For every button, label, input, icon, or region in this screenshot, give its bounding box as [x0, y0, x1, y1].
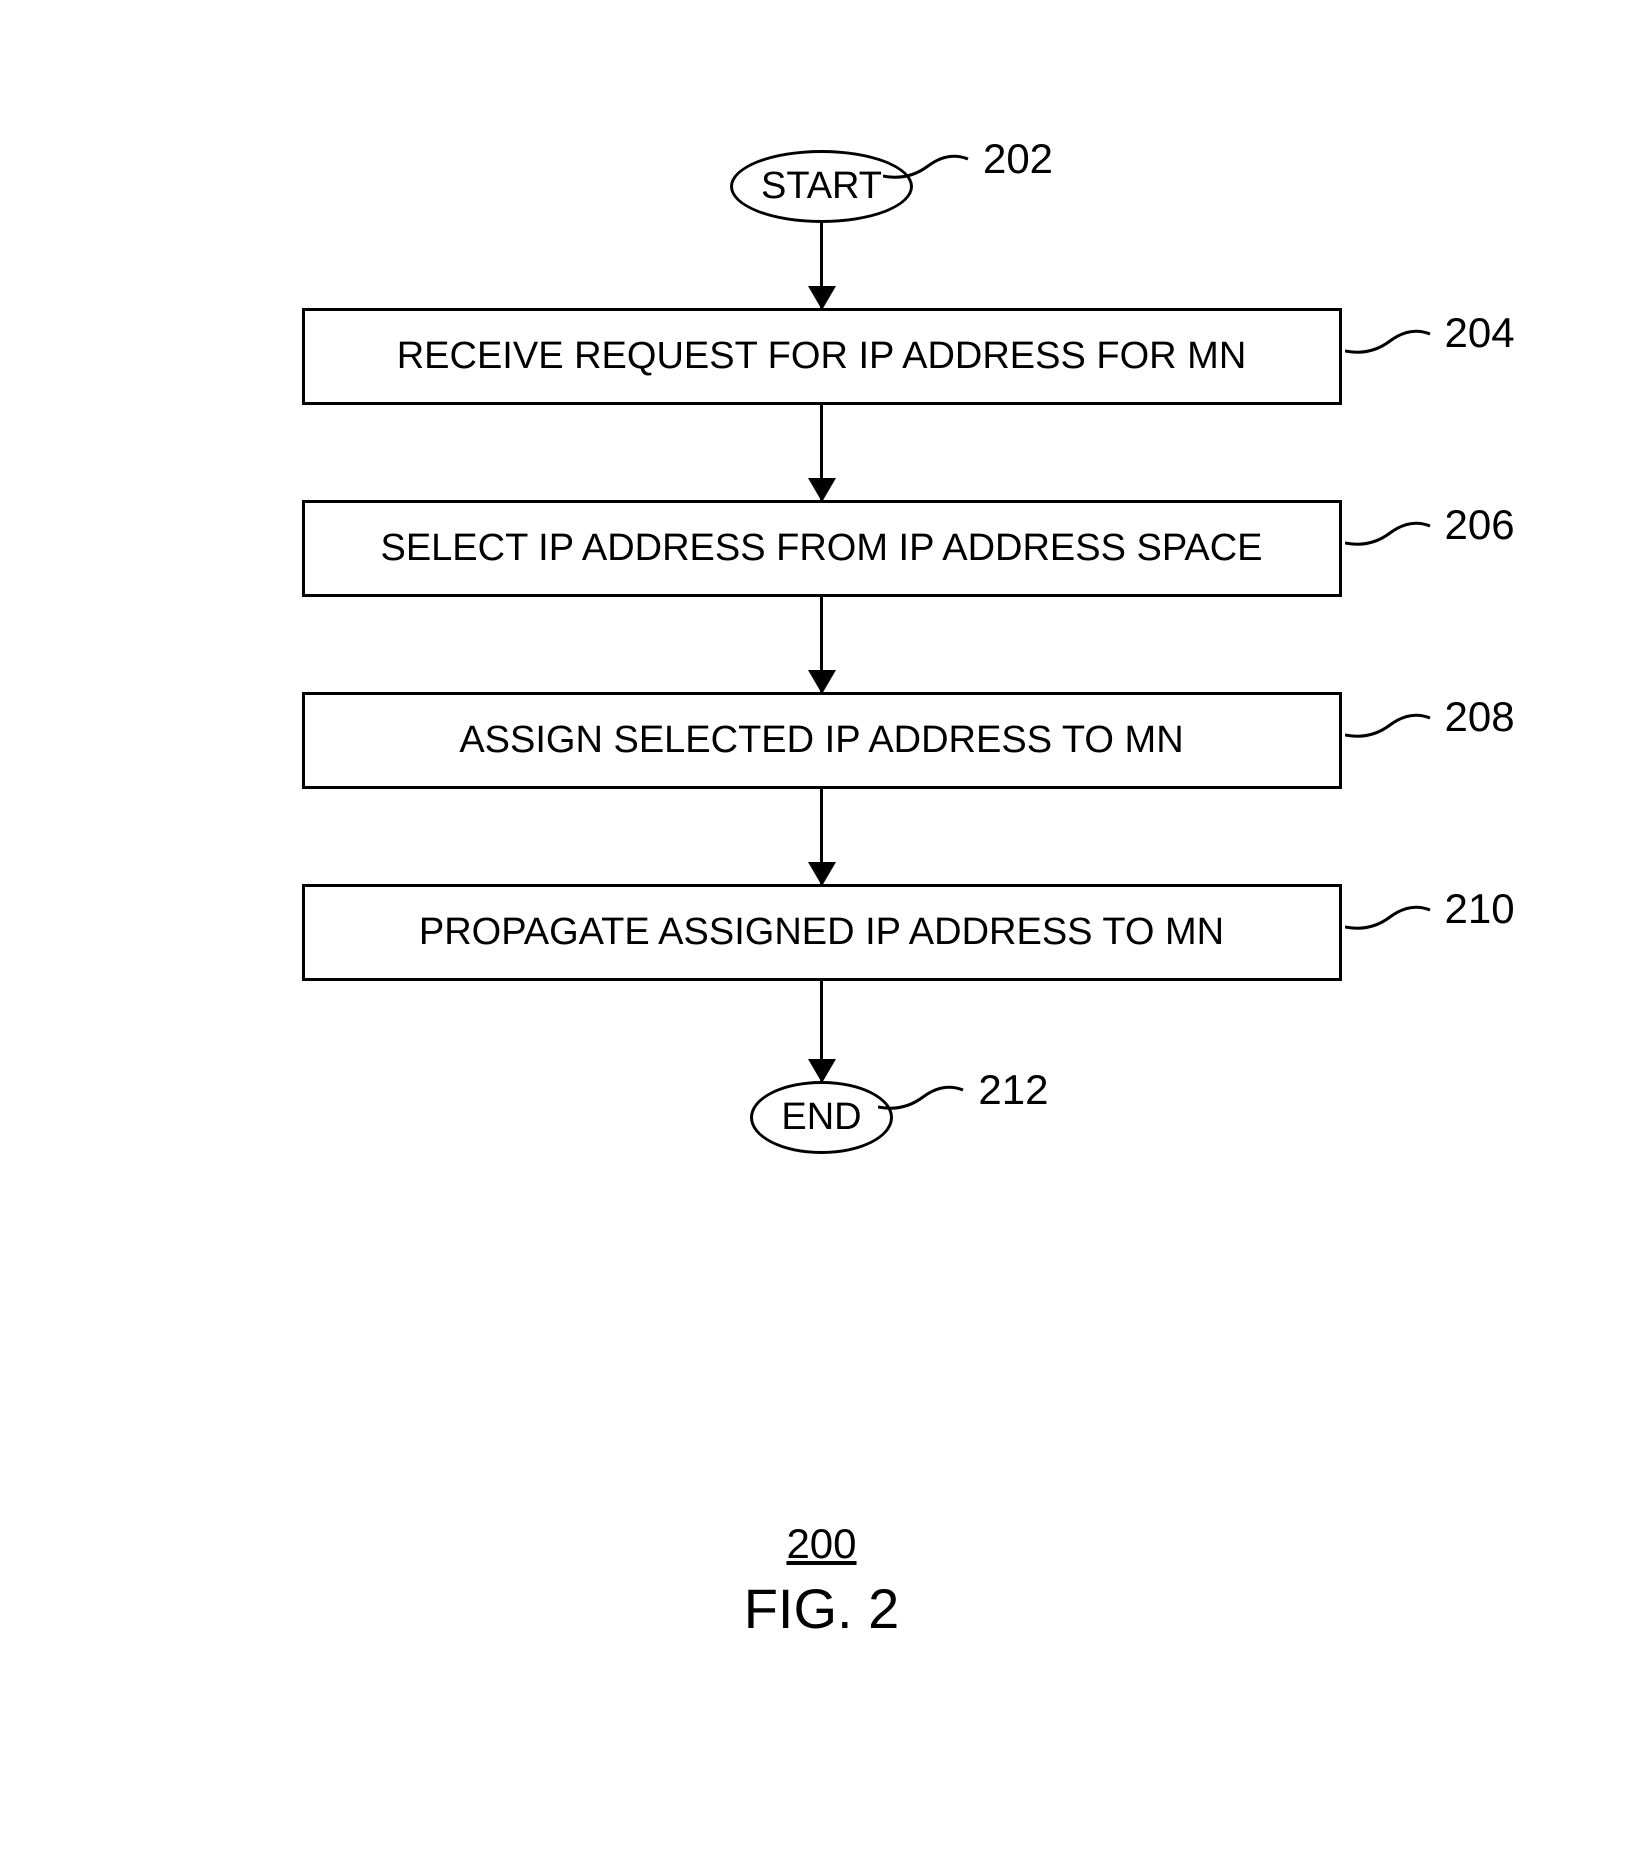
- ref-connector-206: [1345, 508, 1435, 558]
- ref-connector-204: [1345, 316, 1435, 366]
- ref-label-206: 206: [1445, 501, 1515, 549]
- ref-label-204: 204: [1445, 309, 1515, 357]
- arrow-5: [820, 981, 823, 1081]
- start-label: START: [761, 165, 882, 207]
- assign-label: ASSIGN SELECTED IP ADDRESS TO MN: [459, 719, 1183, 761]
- arrow-1: [820, 223, 823, 308]
- propagate-process: PROPAGATE ASSIGNED IP ADDRESS TO MN 210: [302, 884, 1342, 981]
- select-process: SELECT IP ADDRESS FROM IP ADDRESS SPACE …: [302, 500, 1342, 597]
- arrow-3: [820, 597, 823, 692]
- start-terminator: START 202: [730, 150, 913, 223]
- flowchart-container: START 202 RECEIVE REQUEST FOR IP ADDRESS…: [302, 150, 1342, 1154]
- end-label: END: [781, 1096, 861, 1138]
- end-terminator: END 212: [750, 1081, 892, 1154]
- ref-connector-202: [883, 141, 973, 191]
- figure-caption: FIG. 2: [744, 1577, 900, 1640]
- ref-label-208: 208: [1445, 693, 1515, 741]
- figure-id: 200: [744, 1520, 900, 1568]
- arrow-4: [820, 789, 823, 884]
- ref-label-210: 210: [1445, 885, 1515, 933]
- ref-connector-208: [1345, 700, 1435, 750]
- select-label: SELECT IP ADDRESS FROM IP ADDRESS SPACE: [380, 527, 1262, 569]
- receive-label: RECEIVE REQUEST FOR IP ADDRESS FOR MN: [397, 335, 1247, 377]
- figure-caption-block: 200 FIG. 2: [744, 1520, 900, 1641]
- arrow-2: [820, 405, 823, 500]
- receive-process: RECEIVE REQUEST FOR IP ADDRESS FOR MN 20…: [302, 308, 1342, 405]
- ref-label-212: 212: [978, 1066, 1048, 1114]
- assign-process: ASSIGN SELECTED IP ADDRESS TO MN 208: [302, 692, 1342, 789]
- ref-connector-210: [1345, 892, 1435, 942]
- ref-label-202: 202: [983, 135, 1053, 183]
- propagate-label: PROPAGATE ASSIGNED IP ADDRESS TO MN: [419, 911, 1224, 953]
- ref-connector-212: [878, 1072, 968, 1122]
